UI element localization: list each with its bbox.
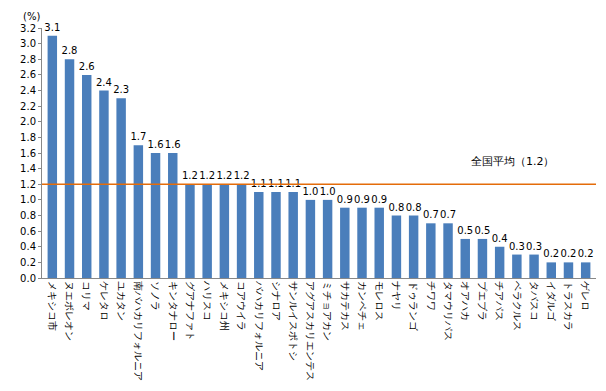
svg-text:サカテカス: サカテカス [340,281,351,331]
svg-text:コリマ: コリマ [81,281,92,311]
svg-text:1.6: 1.6 [148,139,164,150]
svg-text:0.9: 0.9 [371,194,387,205]
svg-text:モレロス: モレロス [374,281,385,321]
svg-text:0.2: 0.2 [543,248,559,259]
svg-text:0.9: 0.9 [337,194,353,205]
svg-text:ケレタロ: ケレタロ [99,281,110,321]
svg-text:サンルイスポトシ: サンルイスポトシ [288,281,299,361]
svg-text:チワワ: チワワ [426,281,437,311]
svg-text:コアウイラ: コアウイラ [236,281,247,331]
svg-text:0.7: 0.7 [423,209,439,220]
svg-text:0.0: 0.0 [20,273,36,284]
svg-text:ヌエボレオン: ヌエボレオン [64,281,75,341]
svg-text:ソノラ: ソノラ [150,281,161,311]
svg-text:(%): (%) [23,11,40,22]
svg-text:2.2: 2.2 [20,101,36,112]
svg-text:1.6: 1.6 [165,139,181,150]
svg-text:ハリスコ: ハリスコ [202,280,213,321]
svg-text:バハカリフォルニア: バハカリフォルニア [254,280,265,371]
svg-text:ゲレロ: ゲレロ [580,281,591,311]
svg-text:0.2: 0.2 [20,257,36,268]
svg-text:3.2: 3.2 [20,23,36,34]
svg-text:0.7: 0.7 [440,209,456,220]
svg-text:0.4: 0.4 [20,241,36,252]
svg-text:0.9: 0.9 [354,194,370,205]
svg-text:2.4: 2.4 [20,85,36,96]
svg-text:アグアスカリエンテス: アグアスカリエンテス [305,281,316,381]
svg-text:1.0: 1.0 [320,186,336,197]
svg-text:1.7: 1.7 [130,131,146,142]
svg-text:キンタナロー: キンタナロー [168,281,179,341]
svg-text:1.2: 1.2 [199,170,215,181]
svg-text:1.8: 1.8 [20,132,36,143]
svg-text:チアパス: チアパス [494,281,505,321]
svg-text:プエブラ: プエブラ [477,281,488,321]
svg-text:タバスコ: タバスコ [529,281,540,321]
svg-text:1.2: 1.2 [20,179,36,190]
svg-text:グアナファト: グアナファト [185,281,196,341]
svg-text:1.2: 1.2 [216,170,232,181]
svg-text:ナヤリ: ナヤリ [391,281,402,311]
svg-text:メキシコ市: メキシコ市 [47,281,58,331]
svg-text:1.2: 1.2 [182,170,198,181]
svg-text:0.2: 0.2 [578,248,594,259]
svg-text:0.3: 0.3 [509,241,525,252]
svg-text:0.8: 0.8 [406,202,422,213]
svg-text:0.4: 0.4 [492,233,508,244]
svg-text:2.6: 2.6 [20,69,36,80]
svg-text:オアハカ: オアハカ [460,281,471,321]
svg-text:1.0: 1.0 [302,186,318,197]
svg-text:全国平均（1.2）: 全国平均（1.2） [471,155,555,168]
svg-text:0.3: 0.3 [526,241,542,252]
svg-text:タマウリパス: タマウリパス [443,281,454,341]
svg-text:1.1: 1.1 [268,178,284,189]
svg-text:1.0: 1.0 [20,194,36,205]
svg-text:メキシコ州: メキシコ州 [219,281,230,331]
svg-text:ベラクルス: ベラクルス [512,281,523,331]
svg-text:0.8: 0.8 [20,210,36,221]
svg-text:シナロア: シナロア [271,281,282,321]
svg-text:2.4: 2.4 [96,77,112,88]
svg-text:0.2: 0.2 [561,248,577,259]
svg-text:2.6: 2.6 [79,61,95,72]
svg-text:0.6: 0.6 [20,226,36,237]
svg-text:2.0: 2.0 [20,116,36,127]
svg-text:2.8: 2.8 [20,54,36,65]
svg-text:1.1: 1.1 [285,178,301,189]
svg-text:ユカタン: ユカタン [116,281,127,321]
svg-text:3.0: 3.0 [20,38,36,49]
svg-text:ミチョアカン: ミチョアカン [322,281,333,341]
svg-text:1.1: 1.1 [251,178,267,189]
svg-text:0.8: 0.8 [388,202,404,213]
svg-text:カンペチェ: カンペチェ [357,281,368,331]
svg-text:3.1: 3.1 [44,22,60,33]
svg-text:2.8: 2.8 [62,45,78,56]
svg-text:トラスカラ: トラスカラ [563,281,574,331]
svg-text:0.5: 0.5 [457,225,473,236]
svg-text:0.5: 0.5 [474,225,490,236]
svg-text:南バハカリフォルニア: 南バハカリフォルニア [133,281,144,381]
svg-text:1.6: 1.6 [20,148,36,159]
svg-text:2.3: 2.3 [113,84,129,95]
svg-text:1.2: 1.2 [234,170,250,181]
svg-text:イダルゴ: イダルゴ [546,281,557,322]
svg-text:ドゥランゴ: ドゥランゴ [408,281,419,332]
svg-text:1.4: 1.4 [20,163,36,174]
